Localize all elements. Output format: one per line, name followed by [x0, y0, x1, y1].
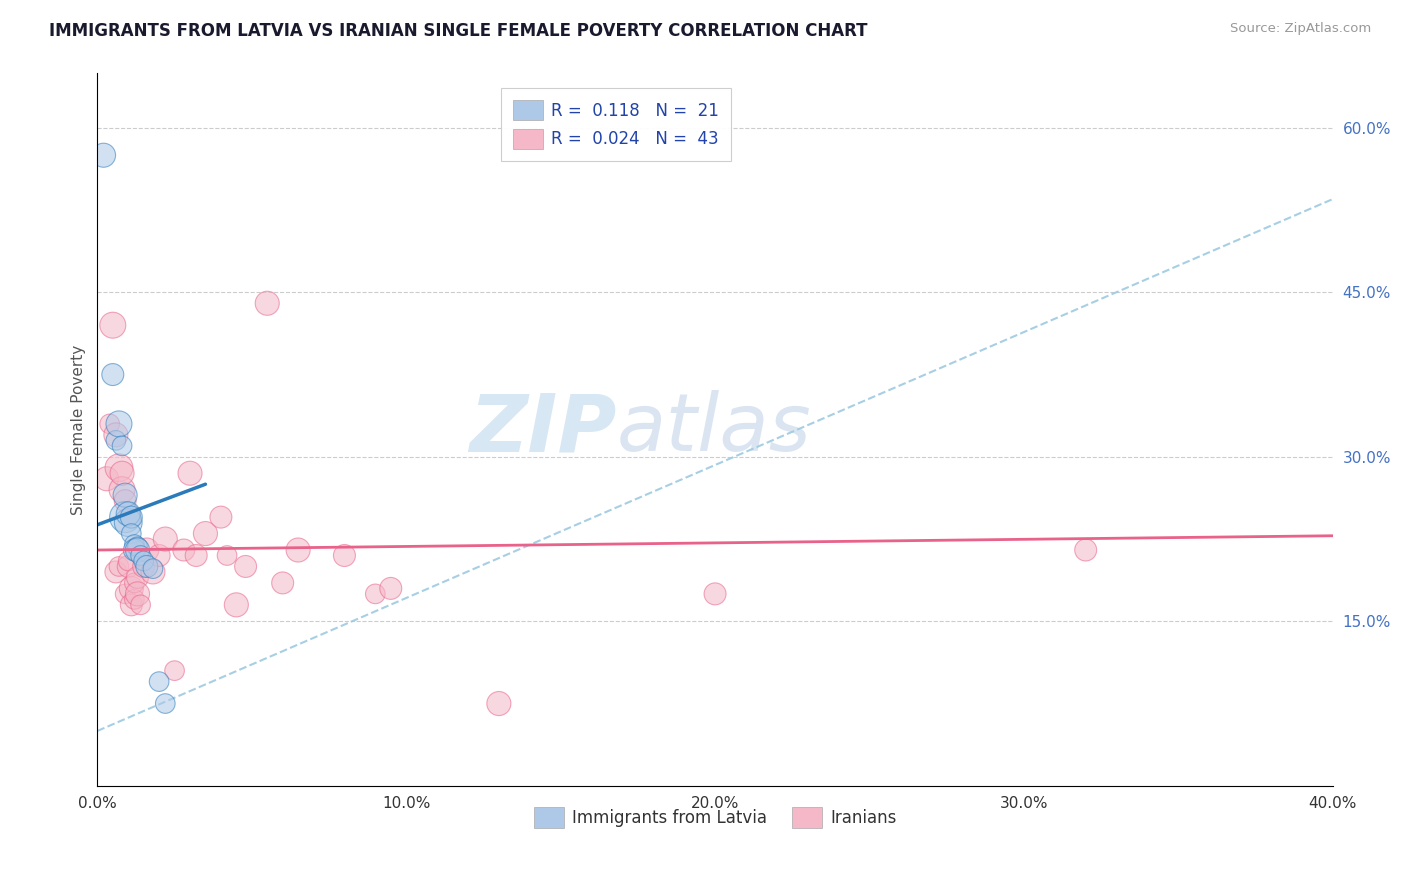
Text: ZIP: ZIP — [468, 391, 616, 468]
Point — [124, 537, 146, 551]
Point — [155, 532, 177, 546]
Text: IMMIGRANTS FROM LATVIA VS IRANIAN SINGLE FEMALE POVERTY CORRELATION CHART: IMMIGRANTS FROM LATVIA VS IRANIAN SINGLE… — [49, 22, 868, 40]
Point — [179, 467, 201, 481]
Point — [127, 570, 149, 584]
Point — [104, 434, 127, 448]
Point — [129, 598, 152, 612]
Point — [117, 516, 139, 530]
Point — [120, 598, 142, 612]
Point — [142, 565, 165, 579]
Point — [111, 467, 134, 481]
Point — [96, 472, 118, 486]
Point — [124, 592, 146, 607]
Point — [117, 559, 139, 574]
Point — [120, 582, 142, 596]
Point — [129, 549, 152, 563]
Point — [235, 559, 257, 574]
Point — [148, 549, 170, 563]
Point — [114, 587, 136, 601]
Point — [127, 543, 149, 558]
Point — [104, 428, 127, 442]
Point — [488, 697, 510, 711]
Point — [333, 549, 356, 563]
Point — [124, 543, 146, 558]
Point — [364, 587, 387, 601]
Point — [111, 483, 134, 497]
Point — [104, 565, 127, 579]
Point — [93, 148, 115, 162]
Point — [225, 598, 247, 612]
Text: atlas: atlas — [616, 391, 811, 468]
Legend: Immigrants from Latvia, Iranians: Immigrants from Latvia, Iranians — [527, 801, 903, 835]
Point — [108, 460, 131, 475]
Point — [101, 318, 124, 333]
Point — [132, 559, 155, 574]
Point — [108, 559, 131, 574]
Point — [135, 543, 157, 558]
Point — [155, 697, 177, 711]
Point — [124, 575, 146, 590]
Point — [135, 559, 157, 574]
Y-axis label: Single Female Poverty: Single Female Poverty — [72, 344, 86, 515]
Point — [120, 510, 142, 524]
Point — [186, 549, 208, 563]
Point — [111, 439, 134, 453]
Point — [142, 562, 165, 576]
Point — [148, 674, 170, 689]
Point — [127, 587, 149, 601]
Point — [101, 368, 124, 382]
Point — [380, 582, 402, 596]
Point — [98, 417, 121, 431]
Point — [117, 507, 139, 521]
Point — [271, 575, 294, 590]
Point — [132, 554, 155, 568]
Point — [114, 488, 136, 502]
Point — [194, 526, 217, 541]
Point — [114, 510, 136, 524]
Point — [127, 540, 149, 554]
Point — [163, 664, 186, 678]
Text: Source: ZipAtlas.com: Source: ZipAtlas.com — [1230, 22, 1371, 36]
Point — [173, 543, 195, 558]
Point — [287, 543, 309, 558]
Point — [1074, 543, 1097, 558]
Point — [117, 554, 139, 568]
Point — [114, 493, 136, 508]
Point — [209, 510, 232, 524]
Point — [217, 549, 239, 563]
Point — [256, 296, 278, 310]
Point — [704, 587, 727, 601]
Point — [120, 526, 142, 541]
Point — [108, 417, 131, 431]
